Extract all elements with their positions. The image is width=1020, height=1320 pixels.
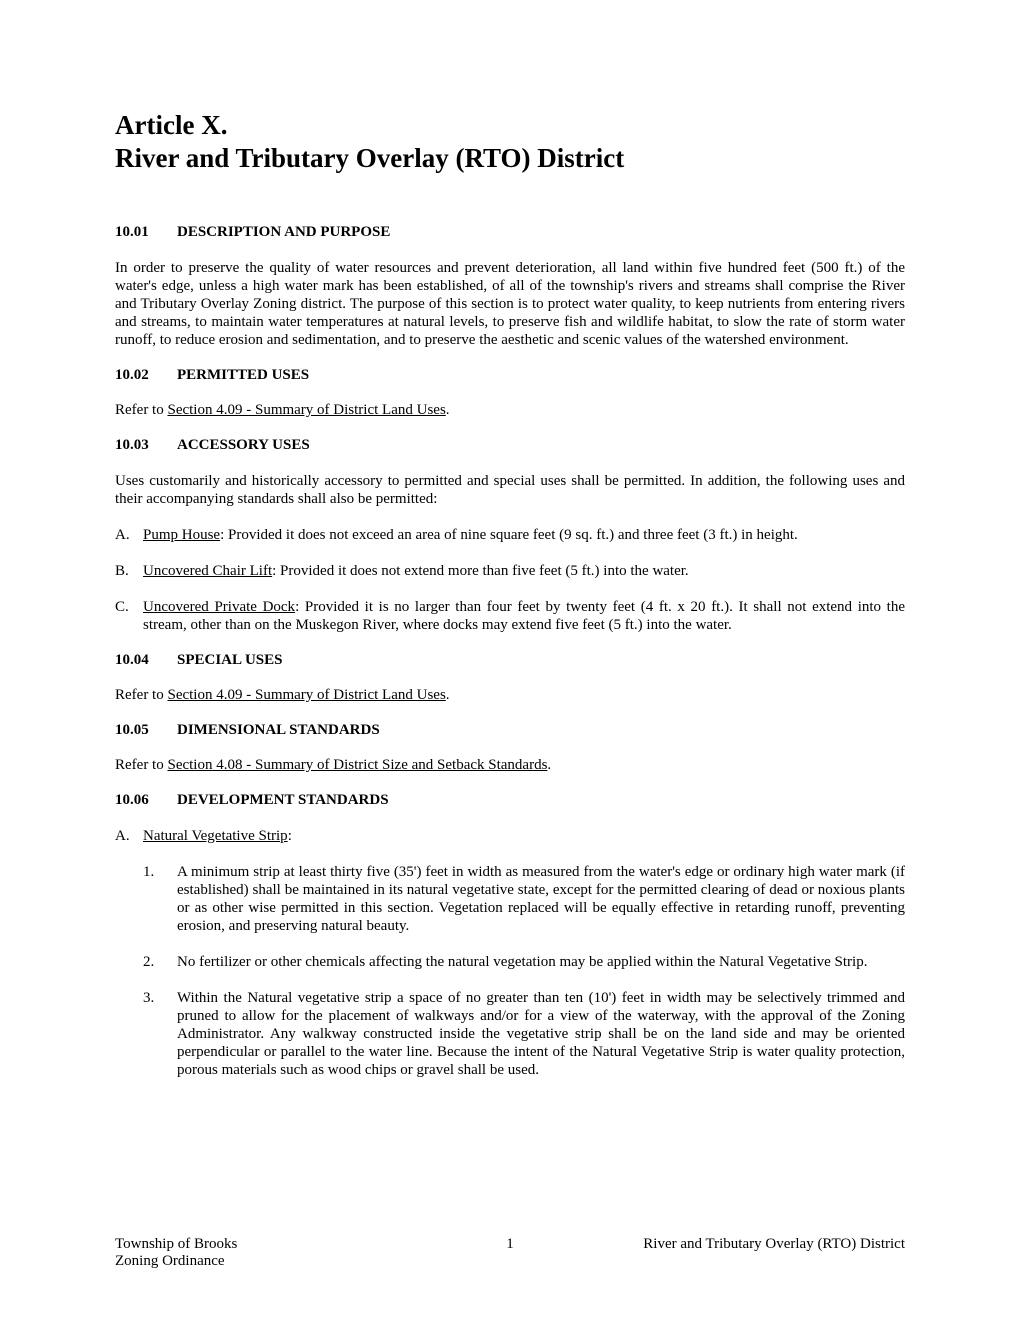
refer-link: Section 4.09 - Summary of District Land … [167, 687, 445, 703]
section-title: DIMENSIONAL STANDARDS [177, 722, 380, 738]
refer-link: Section 4.09 - Summary of District Land … [167, 402, 445, 418]
section-title: DEVELOPMENT STANDARDS [177, 792, 389, 808]
article-header: Article X. River and Tributary Overlay (… [115, 110, 905, 174]
refer-suffix: . [446, 402, 450, 418]
nested-list: 1. A minimum strip at least thirty five (… [115, 863, 905, 1079]
section-10-03: 10.03ACCESSORY USES Uses customarily and… [115, 437, 905, 634]
section-heading: 10.06DEVELOPMENT STANDARDS [115, 792, 905, 809]
nested-text: Within the Natural vegetative strip a sp… [177, 990, 905, 1078]
section-heading: 10.01DESCRIPTION AND PURPOSE [115, 224, 905, 241]
list-label: Uncovered Private Dock [143, 599, 295, 615]
list-marker: B. [115, 562, 129, 580]
section-body: In order to preserve the quality of wate… [115, 259, 905, 349]
refer-text: Refer to Section 4.09 - Summary of Distr… [115, 687, 905, 704]
nested-text: No fertilizer or other chemicals affecti… [177, 954, 867, 970]
nested-marker: 1. [143, 863, 154, 881]
section-title: ACCESSORY USES [177, 437, 310, 453]
nested-item-1: 1. A minimum strip at least thirty five (… [143, 863, 905, 935]
list-item-b: B. Uncovered Chair Lift: Provided it does… [115, 562, 905, 580]
refer-suffix: . [547, 757, 551, 773]
section-10-05: 10.05DIMENSIONAL STANDARDS Refer to Sect… [115, 722, 905, 774]
footer-ordinance: Zoning Ordinance [115, 1253, 237, 1270]
list-item-a: A. Natural Vegetative Strip: [115, 827, 905, 845]
list-item-a: A. Pump House: Provided it does not excee… [115, 526, 905, 544]
nested-text: A minimum strip at least thirty five (35… [177, 864, 905, 934]
section-heading: 10.05DIMENSIONAL STANDARDS [115, 722, 905, 739]
section-10-01: 10.01DESCRIPTION AND PURPOSE In order to… [115, 224, 905, 349]
refer-link: Section 4.08 - Summary of District Size … [167, 757, 547, 773]
section-intro: Uses customarily and historically access… [115, 472, 905, 508]
section-number: 10.04 [115, 652, 177, 669]
nested-marker: 3. [143, 989, 154, 1007]
page-footer: Township of Brooks Zoning Ordinance 1 Ri… [115, 1236, 905, 1270]
footer-section-name: River and Tributary Overlay (RTO) Distri… [643, 1236, 905, 1253]
section-10-04: 10.04SPECIAL USES Refer to Section 4.09 … [115, 652, 905, 704]
section-number: 10.03 [115, 437, 177, 454]
list-label: Pump House [143, 527, 220, 543]
article-title: River and Tributary Overlay (RTO) Distri… [115, 143, 905, 174]
refer-prefix: Refer to [115, 757, 167, 773]
section-number: 10.05 [115, 722, 177, 739]
footer-left: Township of Brooks Zoning Ordinance [115, 1236, 237, 1270]
section-heading: 10.03ACCESSORY USES [115, 437, 905, 454]
section-10-02: 10.02PERMITTED USES Refer to Section 4.0… [115, 367, 905, 419]
section-title: PERMITTED USES [177, 367, 309, 383]
section-number: 10.01 [115, 224, 177, 241]
refer-prefix: Refer to [115, 687, 167, 703]
list-label: Natural Vegetative Strip [143, 828, 288, 844]
footer-township: Township of Brooks [115, 1236, 237, 1253]
section-number: 10.06 [115, 792, 177, 809]
list-item-c: C.Uncovered Private Dock: Provided it is… [115, 598, 905, 634]
list-marker: A. [115, 827, 130, 845]
section-heading: 10.02PERMITTED USES [115, 367, 905, 384]
list-marker: C. [115, 598, 129, 616]
section-10-06: 10.06DEVELOPMENT STANDARDS A. Natural Veg… [115, 792, 905, 1079]
section-heading: 10.04SPECIAL USES [115, 652, 905, 669]
refer-text: Refer to Section 4.09 - Summary of Distr… [115, 402, 905, 419]
footer-page-number: 1 [506, 1236, 514, 1253]
article-number: Article X. [115, 110, 905, 141]
list-suffix: : [288, 828, 292, 844]
list-text: : Provided it does not extend more than … [272, 563, 689, 579]
nested-marker: 2. [143, 953, 154, 971]
refer-text: Refer to Section 4.08 - Summary of Distr… [115, 757, 905, 774]
section-title: SPECIAL USES [177, 652, 282, 668]
list-label: Uncovered Chair Lift [143, 563, 272, 579]
refer-prefix: Refer to [115, 402, 167, 418]
refer-suffix: . [446, 687, 450, 703]
nested-item-3: 3. Within the Natural vegetative strip a … [143, 989, 905, 1079]
list-text: : Provided it does not exceed an area of… [220, 527, 798, 543]
section-number: 10.02 [115, 367, 177, 384]
list-marker: A. [115, 526, 130, 544]
nested-item-2: 2. No fertilizer or other chemicals affec… [143, 953, 905, 971]
section-title: DESCRIPTION AND PURPOSE [177, 224, 390, 240]
